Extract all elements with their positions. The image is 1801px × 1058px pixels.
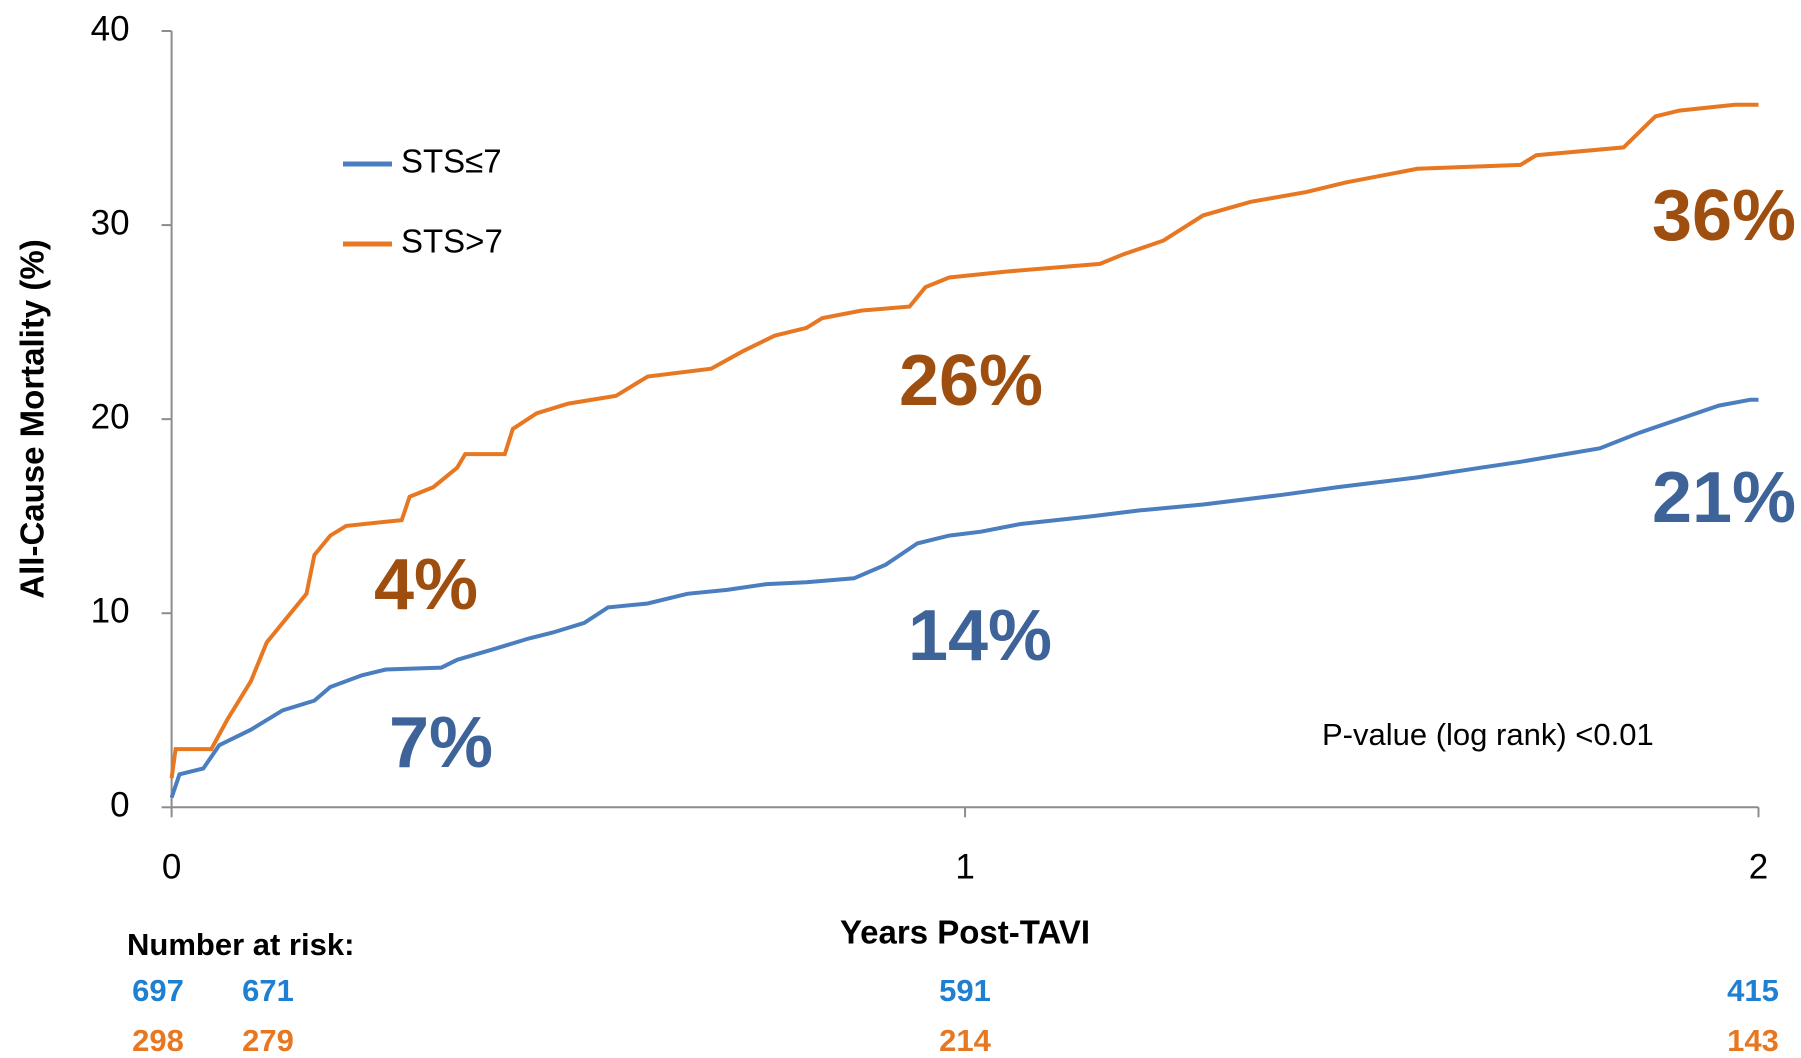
legend-label: STS≤7 (401, 143, 502, 180)
risk-count: 415 (1727, 973, 1779, 1008)
annotation: 4% (374, 545, 478, 625)
annotation: 36% (1652, 176, 1796, 256)
p-value-note: P-value (log rank) <0.01 (1322, 717, 1654, 752)
y-tick-label: 0 (110, 786, 129, 825)
y-tick-label: 20 (91, 397, 130, 436)
risk-count: 591 (939, 973, 991, 1008)
legend-label: STS>7 (401, 223, 503, 260)
annotation: 26% (899, 341, 1043, 421)
annotation: 21% (1652, 458, 1796, 538)
annotation: 14% (908, 596, 1052, 676)
risk-count: 697 (132, 973, 184, 1008)
x-tick-label: 1 (955, 848, 974, 887)
x-tick-label: 2 (1749, 848, 1768, 887)
annotation: 7% (389, 703, 493, 783)
y-tick-label: 30 (91, 203, 130, 242)
series-line (169, 397, 1759, 799)
risk-table-title: Number at risk: (127, 927, 354, 962)
x-axis-label: Years Post-TAVI (840, 914, 1090, 951)
risk-count: 298 (132, 1023, 184, 1058)
risk-count: 143 (1727, 1023, 1779, 1058)
y-tick-label: 10 (91, 591, 130, 630)
x-tick-label: 0 (162, 848, 181, 887)
risk-count: 279 (242, 1023, 294, 1058)
y-axis-label: All-Cause Mortality (%) (14, 239, 51, 598)
y-tick-label: 40 (91, 9, 130, 48)
risk-count: 671 (242, 973, 294, 1008)
risk-count: 214 (939, 1023, 991, 1058)
series-line (169, 102, 1759, 779)
